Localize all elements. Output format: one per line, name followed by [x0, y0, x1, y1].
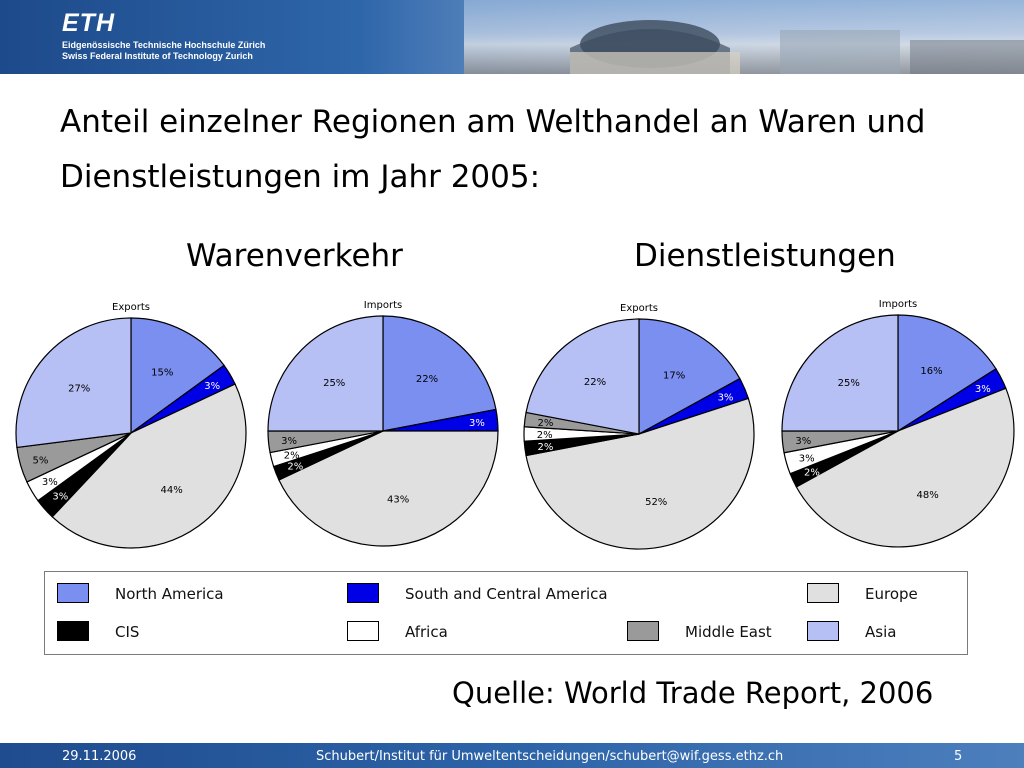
- institution-name-en: Swiss Federal Institute of Technology Zu…: [62, 51, 253, 61]
- pie-slice-asia: [781, 314, 899, 432]
- pie-label-south-and-central-america: 3%: [718, 393, 734, 404]
- pie-label-europe: 44%: [160, 485, 182, 496]
- pie-label-south-and-central-america: 3%: [204, 381, 220, 392]
- legend-label-africa: Africa: [405, 623, 448, 641]
- pie-slice-asia: [15, 317, 132, 449]
- pie-label-africa: 3%: [42, 477, 58, 488]
- legend-label-europe: Europe: [865, 585, 918, 603]
- legend-swatch-europe: [807, 583, 839, 603]
- pie-title: Imports: [879, 299, 917, 310]
- pie-label-asia: 22%: [584, 377, 606, 388]
- pie-label-africa: 2%: [537, 430, 553, 441]
- pie-charts: Exports 15% 3% 44% 3% 3% 5% 27% Imports 22% 3% 43% 2…: [15, 299, 1015, 550]
- pie-chart-1: Imports 22% 3% 43% 2%2% 3% 25%: [267, 300, 499, 547]
- pie-title: Exports: [112, 302, 150, 313]
- footer-date: 29.11.2006: [62, 749, 137, 764]
- pie-slice-europe: [795, 387, 1015, 548]
- legend-label-south-central-america: South and Central America: [405, 585, 608, 603]
- legend-label-middle-east: Middle East: [685, 623, 772, 641]
- legend-label-asia: Asia: [865, 623, 897, 641]
- legend-swatch-cis: [57, 621, 89, 641]
- footer-author: Schubert/Institut für Umweltentscheidung…: [316, 749, 784, 764]
- page-number: 5: [954, 749, 963, 764]
- pie-label-south-and-central-america: 3%: [469, 418, 485, 429]
- group-title-goods: Warenverkehr: [186, 238, 403, 274]
- pie-slice-north-america: [638, 318, 741, 436]
- source-citation: Quelle: World Trade Report, 2006: [452, 676, 934, 710]
- pie-slice-north-america: [897, 314, 997, 433]
- pie-label-middle-east: 3%: [281, 436, 297, 447]
- legend-swatch-middle-east: [627, 621, 659, 641]
- pie-label-cis: 2%: [537, 442, 553, 453]
- pie-title: Exports: [620, 303, 658, 314]
- pie-label-asia: 25%: [838, 378, 860, 389]
- legend-swatch-asia: [807, 621, 839, 641]
- building-dome-illustration: [570, 20, 1024, 74]
- pie-slice-asia: [525, 318, 640, 435]
- slide-title-line-2: Dienstleistungen im Jahr 2005:: [60, 159, 541, 195]
- pie-label-asia: 27%: [68, 383, 90, 394]
- pie-label-north-america: 17%: [663, 371, 685, 382]
- pie-title: Imports: [364, 300, 402, 311]
- pie-label-north-america: 22%: [416, 374, 438, 385]
- footer-bar: 29.11.2006 Schubert/Institut für Umwelte…: [0, 743, 1024, 768]
- legend: North America South and Central America …: [44, 571, 968, 655]
- pie-chart-0: Exports 15% 3% 44% 3% 3% 5% 27%: [15, 302, 247, 549]
- institution-name-de: Eidgenössische Technische Hochschule Zür…: [62, 40, 266, 50]
- pie-label-europe: 52%: [645, 497, 667, 508]
- legend-swatch-north-america: [57, 583, 89, 603]
- pie-label-cis: 2%: [287, 462, 303, 473]
- pie-label-south-and-central-america: 3%: [975, 384, 991, 395]
- group-title-services: Dienstleistungen: [634, 238, 896, 274]
- pie-slice-europe: [525, 397, 755, 550]
- pie-slice-north-america: [382, 315, 497, 432]
- pie-label-middle-east: 5%: [32, 455, 48, 466]
- slide-title-line-1: Anteil einzelner Regionen am Welthandel …: [60, 104, 926, 140]
- legend-swatch-south-central-america: [347, 583, 379, 603]
- pie-label-middle-east: 3%: [795, 436, 811, 447]
- pie-chart-3: Imports 16% 3% 48% 2% 3% 3% 25%: [781, 299, 1015, 548]
- legend-swatch-africa: [347, 621, 379, 641]
- pie-label-middle-east: 2%: [537, 418, 553, 429]
- legend-label-cis: CIS: [115, 623, 140, 641]
- pie-slice-europe: [278, 430, 499, 547]
- pie-slice-asia: [267, 315, 384, 432]
- pie-label-cis: 2%: [804, 468, 820, 479]
- pie-label-africa: 3%: [799, 454, 815, 465]
- legend-label-north-america: North America: [115, 585, 224, 603]
- eth-logo: ETH: [62, 9, 115, 37]
- pie-slice-europe: [51, 383, 247, 549]
- pie-label-europe: 43%: [387, 494, 409, 505]
- pie-label-europe: 48%: [916, 490, 938, 501]
- pie-label-asia: 25%: [323, 378, 345, 389]
- pie-label-cis: 3%: [52, 491, 68, 502]
- pie-label-africa: 2%: [284, 451, 300, 462]
- pie-slice-north-america: [130, 317, 225, 435]
- pie-label-north-america: 16%: [920, 366, 942, 377]
- header-banner: ETH Eidgenössische Technische Hochschule…: [0, 0, 1024, 74]
- pie-label-north-america: 15%: [151, 368, 173, 379]
